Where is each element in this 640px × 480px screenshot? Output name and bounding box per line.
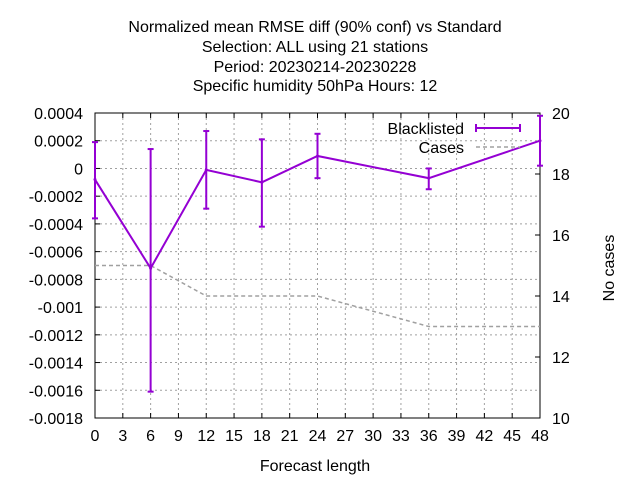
- y-tick-label: 0.0004: [34, 106, 83, 123]
- x-tick-label: 39: [448, 428, 466, 445]
- data-point: [260, 180, 264, 184]
- title-line-4: Specific humidity 50hPa Hours: 12: [193, 78, 438, 95]
- y2-tick-label: 12: [552, 350, 570, 367]
- y-tick-label: -0.001: [38, 300, 83, 317]
- x-tick-label: 21: [281, 428, 299, 445]
- y2-axis-label: No cases: [601, 235, 618, 302]
- y-tick-label: -0.0006: [29, 245, 83, 262]
- data-point: [204, 168, 208, 172]
- legend: Blacklisted Cases: [388, 121, 521, 157]
- data-point: [427, 176, 431, 180]
- data-point: [149, 266, 153, 270]
- y2-tick-label: 16: [552, 228, 570, 245]
- x-tick-label: 33: [392, 428, 410, 445]
- x-tick-label: 30: [364, 428, 382, 445]
- legend-label-cases: Cases: [419, 140, 464, 157]
- x-tick-label: 3: [118, 428, 127, 445]
- title-line-1: Normalized mean RMSE diff (90% conf) vs …: [128, 19, 501, 36]
- y2-tick-label: 10: [552, 411, 570, 428]
- data-point: [316, 154, 319, 158]
- x-tick-label: 18: [253, 428, 271, 445]
- x-tick-label: 9: [174, 428, 183, 445]
- y-tick-label: -0.0018: [29, 411, 83, 428]
- blacklisted-series: [92, 114, 543, 393]
- x-tick-label: 45: [503, 428, 521, 445]
- x-tick-label: 0: [91, 428, 100, 445]
- y-tick-label: -0.0004: [29, 217, 83, 234]
- title-line-2: Selection: ALL using 21 stations: [202, 39, 428, 56]
- data-point: [538, 139, 542, 143]
- y-tick-label: -0.0016: [29, 383, 83, 400]
- x-tick-label: 24: [309, 428, 327, 445]
- y-tick-label: -0.0014: [29, 356, 83, 373]
- y-tick-label: -0.0008: [29, 272, 83, 289]
- x-tick-label: 42: [475, 428, 493, 445]
- x-tick-label: 36: [420, 428, 438, 445]
- y-tick-label: -0.0012: [29, 328, 83, 345]
- cases-line: [95, 264, 540, 328]
- cases-series: [95, 264, 540, 328]
- y2-tick-label: 20: [552, 106, 570, 123]
- axis-ticks: 0 3 6 9 12 15 18 21 24 27 30 33 36 39 42 45 480.00040.00…: [29, 106, 570, 445]
- y-tick-label: 0.0002: [34, 134, 83, 151]
- y2-tick-label: 18: [552, 167, 570, 184]
- x-tick-label: 27: [336, 428, 354, 445]
- x-axis-label: Forecast length: [260, 458, 370, 475]
- y2-tick-label: 14: [552, 289, 570, 306]
- legend-sample-blacklisted: [475, 124, 521, 132]
- title-line-3: Period: 20230214-20230228: [214, 59, 417, 76]
- x-tick-label: 48: [531, 428, 549, 445]
- y-tick-label: 0: [74, 161, 83, 178]
- x-tick-label: 6: [146, 428, 155, 445]
- legend-label-blacklisted: Blacklisted: [388, 121, 464, 138]
- x-tick-label: 15: [225, 428, 243, 445]
- data-point: [93, 178, 97, 182]
- chart-title: Normalized mean RMSE diff (90% conf) vs …: [128, 19, 501, 95]
- x-tick-label: 12: [197, 428, 215, 445]
- y-tick-label: -0.0002: [29, 189, 83, 206]
